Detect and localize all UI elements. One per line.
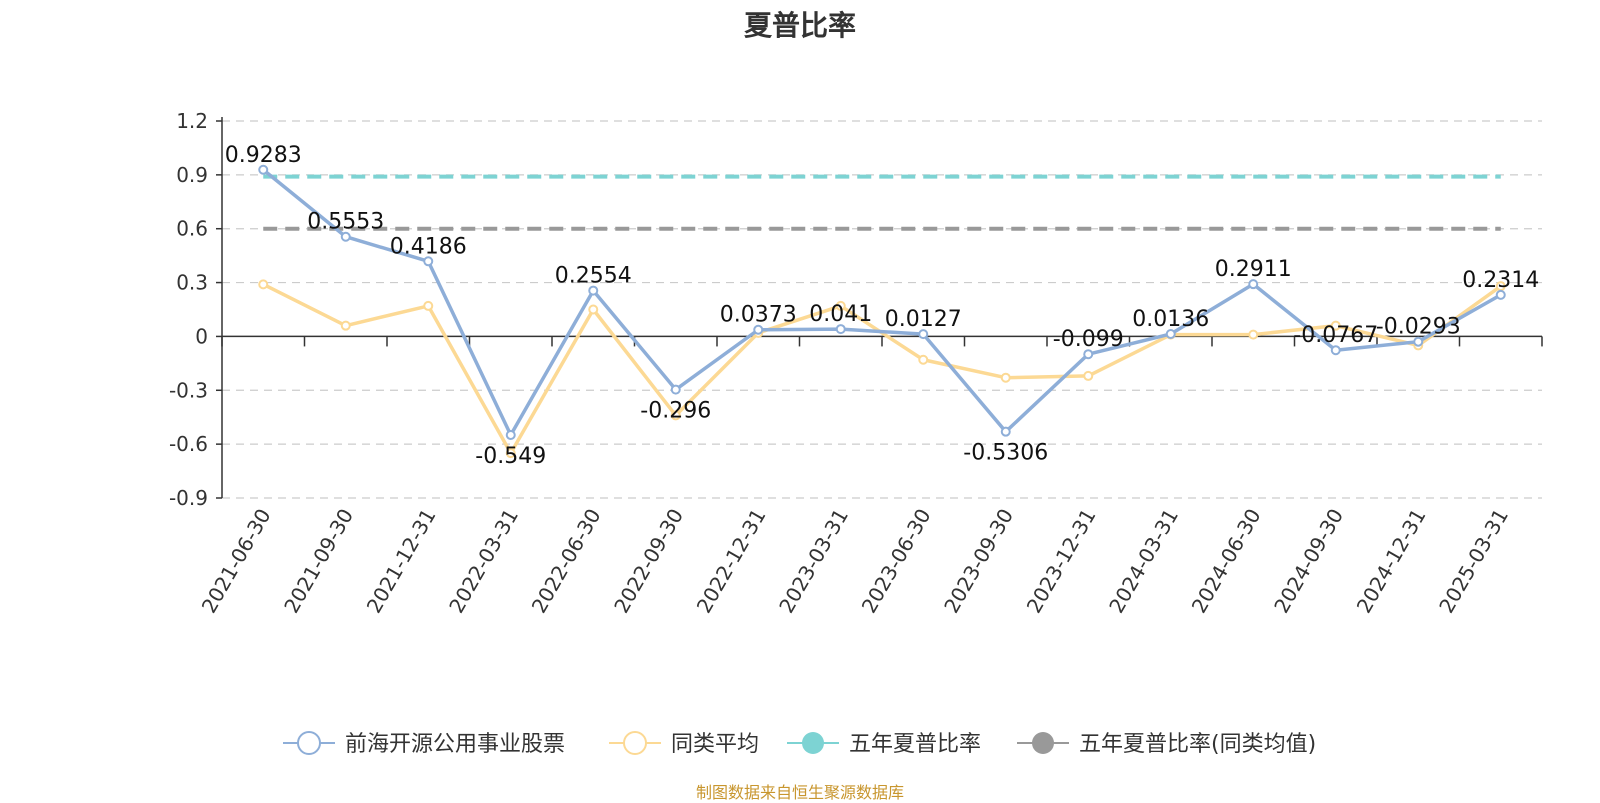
data-point: [1413, 336, 1424, 347]
data-point: [670, 410, 681, 421]
source-note: 制图数据来自恒生聚源数据库: [695, 783, 904, 802]
data-label: 0.2911: [1215, 257, 1292, 282]
legend-marker: [1032, 732, 1054, 754]
data-label: 0.4186: [390, 234, 467, 259]
data-point: [1248, 279, 1259, 290]
data-label: 0.9283: [225, 143, 302, 168]
y-tick-label: -0.6: [169, 432, 208, 456]
data-point: [1165, 328, 1176, 339]
data-label: -0.296: [640, 399, 711, 424]
data-point: [1083, 370, 1094, 381]
x-tick-label: 2022-09-30: [609, 505, 688, 618]
data-label: 0.0127: [885, 307, 962, 332]
x-tick-label: 2021-06-30: [197, 505, 276, 618]
data-point: [505, 448, 516, 459]
data-point: [588, 285, 599, 296]
x-tick-label: 2023-03-31: [774, 505, 853, 618]
x-tick-label: 2024-09-30: [1269, 505, 1348, 618]
data-point: [258, 164, 269, 175]
legend-marker: [297, 731, 321, 755]
data-point: [258, 279, 269, 290]
data-point: [1330, 320, 1341, 331]
data-point: [670, 384, 681, 395]
x-tick-label: 2021-12-31: [362, 505, 441, 618]
data-point: [588, 304, 599, 315]
data-point: [340, 320, 351, 331]
data-label: 0.0373: [720, 303, 797, 328]
data-point: [423, 300, 434, 311]
y-tick-label: 1.2: [176, 109, 208, 133]
data-point: [1330, 345, 1341, 356]
data-point: [1248, 329, 1259, 340]
x-tick-label: 2025-03-31: [1434, 505, 1513, 618]
x-tick-label: 2024-12-31: [1352, 505, 1431, 618]
y-tick-label: 0.6: [176, 217, 208, 241]
data-point: [1000, 426, 1011, 437]
data-point: [505, 429, 516, 440]
legend-marker: [623, 731, 647, 755]
legend: 前海开源公用事业股票 同类平均 五年夏普比率 五年夏普比率(同类均值): [283, 731, 1316, 757]
y-tick-label: 0.3: [176, 271, 208, 295]
data-label: 0.5553: [307, 210, 384, 235]
x-tick-label: 2024-06-30: [1187, 505, 1266, 618]
data-point: [1083, 349, 1094, 360]
data-point: [835, 324, 846, 335]
data-point: [918, 354, 929, 365]
data-point: [835, 300, 846, 311]
data-point: [1495, 289, 1506, 300]
data-label: -0.549: [475, 444, 546, 469]
series-line: [262, 168, 1502, 437]
x-tick-label: 2022-03-31: [444, 505, 523, 618]
legend-label: 五年夏普比率: [849, 732, 981, 757]
data-point: [1000, 372, 1011, 383]
x-tick-label: 2023-06-30: [857, 505, 936, 618]
data-point: [340, 231, 351, 242]
data-label: -0.099: [1053, 327, 1124, 352]
series-layer: [258, 164, 1506, 459]
x-tick-label: 2021-09-30: [279, 505, 358, 618]
data-label: -0.0767: [1293, 323, 1378, 348]
data-label: 0.0136: [1132, 307, 1209, 332]
y-tick-label: -0.9: [169, 486, 208, 510]
data-label: 0.2314: [1462, 268, 1539, 293]
legend-label: 前海开源公用事业股票: [345, 732, 565, 757]
y-tick-label: 0: [195, 324, 208, 348]
data-point: [423, 256, 434, 267]
y-tick-label: -0.3: [169, 378, 208, 402]
data-label: 0.2554: [555, 264, 632, 289]
legend-label: 五年夏普比率(同类均值): [1079, 732, 1316, 757]
data-point: [753, 324, 764, 335]
x-tick-label: 2022-06-30: [527, 505, 606, 618]
x-tick-label: 2023-09-30: [939, 505, 1018, 618]
legend-marker: [802, 732, 824, 754]
x-tick-label: 2023-12-31: [1022, 505, 1101, 618]
y-tick-label: 0.9: [176, 163, 208, 187]
x-tick-label: 2022-12-31: [692, 505, 771, 618]
x-tick-label: 2024-03-31: [1104, 505, 1183, 618]
data-label: 0.041: [809, 302, 872, 327]
legend-label: 同类平均: [671, 732, 759, 757]
data-point: [918, 329, 929, 340]
series-line: [262, 282, 1502, 455]
chart-title: 夏普比率: [743, 9, 856, 42]
data-label: -0.0293: [1376, 315, 1461, 340]
data-label: -0.5306: [963, 441, 1048, 466]
